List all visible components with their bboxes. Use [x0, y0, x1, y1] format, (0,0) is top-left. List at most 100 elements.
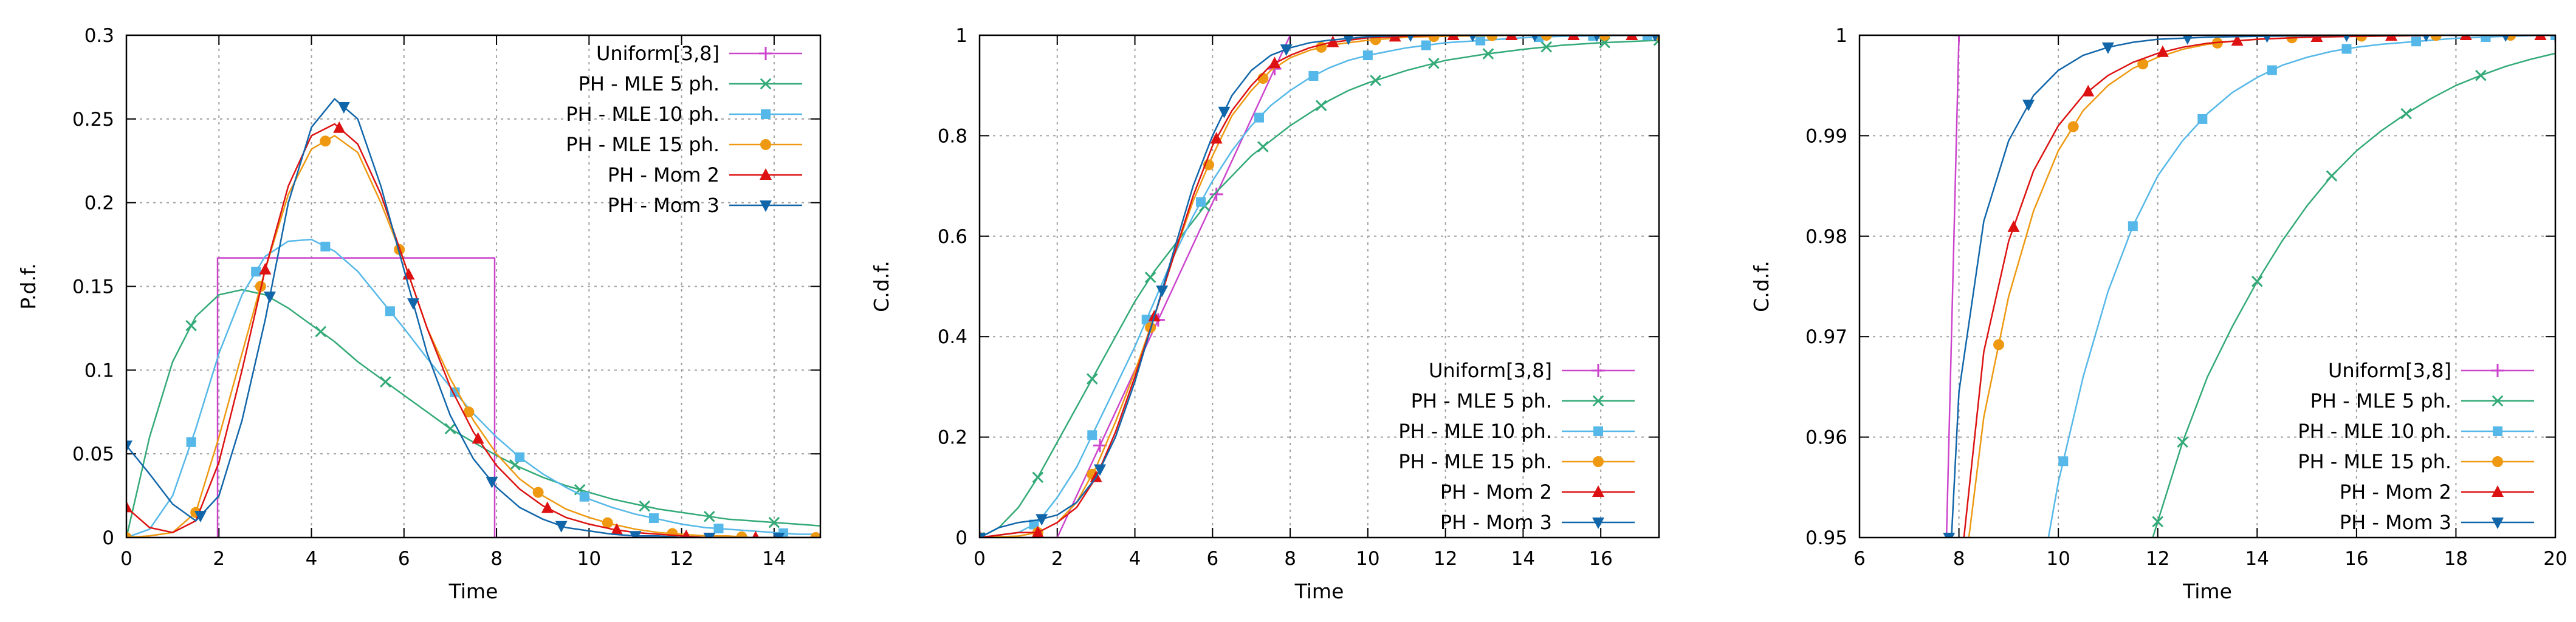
- series-4-marker: [2430, 35, 2442, 41]
- legend-label: PH - Mom 3: [608, 194, 720, 217]
- series-6-marker: [194, 511, 207, 523]
- series-3-marker: [2128, 221, 2138, 231]
- series-1-marker: [1209, 187, 1223, 201]
- series-6-marker: [1156, 285, 1169, 298]
- series-3-marker: [1642, 35, 1652, 41]
- series-line-5: [126, 123, 820, 538]
- legend-marker: [2492, 518, 2504, 529]
- series-6-marker: [1343, 35, 1354, 46]
- series-6-marker: [2101, 42, 2114, 54]
- series-line-4: [980, 35, 1659, 538]
- series-3-marker: [251, 267, 261, 277]
- legend-marker: [1592, 485, 1604, 497]
- series-3-marker: [1475, 35, 1486, 46]
- y-tick-label: 0.99: [1805, 125, 1847, 147]
- series-2-marker: [1370, 75, 1381, 86]
- y-tick-label: 0.4: [938, 326, 967, 348]
- x-tick-label: 2: [1051, 548, 1063, 570]
- series-3-marker: [1588, 35, 1598, 41]
- y-axis-label: C.d.f.: [870, 261, 893, 312]
- series-5-marker: [2310, 35, 2323, 42]
- series-5-marker: [1626, 35, 1638, 40]
- legend-marker: [2493, 426, 2502, 436]
- legend-label: Uniform[3,8]: [2328, 359, 2451, 382]
- x-tick-label: 8: [490, 548, 503, 570]
- series-5-marker: [541, 501, 554, 513]
- series-4-marker: [320, 135, 331, 147]
- legend-marker: [760, 168, 772, 180]
- series-6-marker: [1280, 44, 1293, 56]
- legend-label: PH - MLE 5 ph.: [2310, 389, 2451, 412]
- series-2-marker: [1257, 141, 1269, 152]
- series-6-marker: [1218, 106, 1231, 118]
- x-axis-label: Time: [2182, 579, 2232, 603]
- series-line-3: [980, 35, 1659, 538]
- legend-marker: [2492, 395, 2504, 407]
- x-tick-label: 14: [762, 548, 786, 570]
- series-2-marker: [2400, 108, 2412, 120]
- series-5-marker: [752, 531, 760, 538]
- series-4-marker: [1428, 35, 1440, 43]
- series-3-marker: [1533, 35, 1544, 43]
- legend-label: PH - Mom 2: [1440, 480, 1552, 504]
- y-tick-label: 0.2: [938, 427, 967, 449]
- plot-area: [1943, 35, 2555, 538]
- y-tick-label: 0: [955, 527, 967, 549]
- series-6-marker: [980, 533, 986, 538]
- series-2-marker: [2326, 170, 2338, 182]
- series-2-marker: [380, 376, 391, 388]
- x-tick-label: 20: [2543, 548, 2567, 570]
- series-6-marker: [2263, 35, 2272, 43]
- x-tick-label: 10: [2046, 548, 2070, 570]
- series-2-marker: [2251, 275, 2263, 287]
- series-6-marker: [407, 298, 420, 310]
- series-2-marker: [1032, 471, 1044, 484]
- series-line-4: [126, 135, 820, 538]
- series-6-marker: [772, 533, 785, 538]
- series-5-marker: [126, 501, 132, 513]
- series-5-marker: [1567, 35, 1580, 40]
- y-tick-label: 0.3: [84, 25, 114, 47]
- series-5-marker: [259, 262, 272, 275]
- legend-marker: [760, 200, 772, 212]
- series-1-marker: [1952, 35, 1966, 42]
- y-tick-label: 0.6: [938, 226, 967, 248]
- series-3-marker: [2197, 114, 2208, 124]
- series-2-marker: [2475, 69, 2487, 81]
- plot-area: [980, 35, 1659, 538]
- x-tick-label: 4: [306, 548, 318, 570]
- series-line-6: [126, 98, 820, 538]
- series-4-marker: [1599, 35, 1610, 41]
- series-2-marker: [315, 326, 327, 338]
- series-2-marker: [768, 516, 780, 528]
- legend: Uniform[3,8] PH - MLE 5 ph. PH - MLE 10 ph…: [2298, 359, 2534, 534]
- legend-marker: [760, 139, 771, 150]
- series-3-marker: [2267, 65, 2277, 75]
- series-5-marker: [1447, 35, 1460, 40]
- series-2-marker: [1315, 100, 1327, 112]
- series-3-marker: [1421, 40, 1431, 50]
- legend-label: PH - MLE 15 ph.: [1398, 450, 1552, 473]
- series-4-marker: [126, 532, 132, 538]
- series-3-marker: [1141, 315, 1152, 325]
- series-2-marker: [703, 510, 715, 522]
- series-6-marker: [703, 533, 716, 538]
- legend-marker: [759, 47, 772, 60]
- series-4-marker: [2137, 58, 2149, 70]
- x-tick-label: 10: [1356, 548, 1379, 570]
- legend-label: PH - MLE 10 ph.: [566, 103, 720, 126]
- series-6-marker: [2343, 35, 2351, 43]
- y-tick-label: 0.05: [72, 443, 114, 465]
- x-tick-label: 14: [2245, 548, 2269, 570]
- series-2-marker: [1540, 41, 1553, 53]
- series-3-marker: [648, 513, 659, 524]
- x-tick-label: 0: [974, 548, 986, 570]
- series-5-marker: [472, 432, 484, 444]
- series-4-marker: [1540, 35, 1552, 41]
- legend-marker: [760, 78, 772, 90]
- series-6-marker: [126, 440, 132, 453]
- x-axis-label: Time: [448, 579, 498, 603]
- series-line-1: [1945, 35, 2555, 538]
- series-5-marker: [2007, 220, 2020, 232]
- legend-label: Uniform[3,8]: [1429, 359, 1552, 382]
